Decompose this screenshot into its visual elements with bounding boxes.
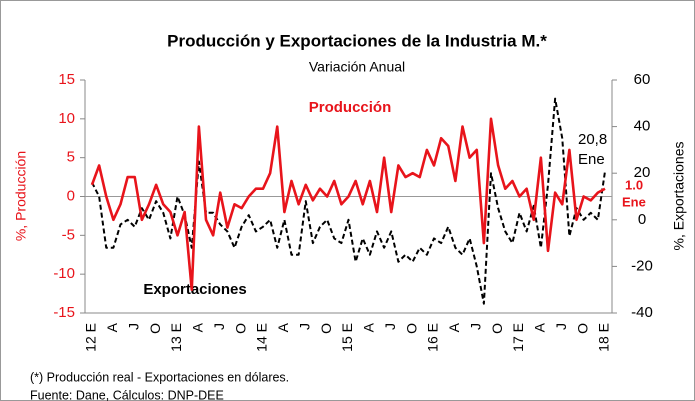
x-tick-label: J <box>553 323 569 330</box>
x-tick-label: A <box>446 322 462 332</box>
series-line <box>90 117 606 291</box>
annotation: 1.0 <box>625 177 643 192</box>
y2-axis-label: %, Exportaciones <box>671 142 687 251</box>
x-tick-label: J <box>467 323 483 330</box>
x-tick-label: 15 E <box>339 323 355 352</box>
y-tick-label: 0 <box>67 187 75 204</box>
x-tick-label: O <box>489 323 505 334</box>
x-tick-label: A <box>532 322 548 332</box>
x-tick-label: J <box>125 323 141 330</box>
x-tick-label: A <box>275 322 291 332</box>
y2-tick-label: 40 <box>634 118 651 135</box>
x-tick-label: 12 E <box>83 323 99 352</box>
chart-title: Producción y Exportaciones de la Industr… <box>167 31 547 50</box>
annotation: 20,8 <box>578 131 607 148</box>
x-tick-label: O <box>147 323 163 334</box>
x-tick-label: O <box>232 323 248 334</box>
x-tick-label: 13 E <box>168 323 184 352</box>
y2-tick-label: 0 <box>638 211 646 228</box>
y-tick-label: 5 <box>67 149 75 166</box>
x-tick-label: 16 E <box>425 323 441 352</box>
x-tick-label: J <box>296 323 312 330</box>
y-tick-label: -5 <box>62 226 75 243</box>
x-tick-label: A <box>104 322 120 332</box>
x-tick-label: O <box>318 323 334 334</box>
y-axis-label: %, Producción <box>13 151 29 241</box>
y2-tick-label: -20 <box>631 257 653 274</box>
y2-tick-label: -40 <box>631 304 653 321</box>
footnote: (*) Producción real - Exportaciones en d… <box>30 370 289 384</box>
y-tick-label: 15 <box>58 71 75 88</box>
x-tick-label: 18 E <box>596 323 612 352</box>
y2-tick-label: 20 <box>634 164 651 181</box>
y-tick-label: 10 <box>58 110 75 127</box>
footnote: Fuente: Dane, Cálculos: DNP-DEE <box>30 388 224 401</box>
y-tick-label: -10 <box>53 265 75 282</box>
x-tick-label: 17 E <box>510 323 526 352</box>
annotation: Ene <box>622 194 646 209</box>
x-tick-label: A <box>190 322 206 332</box>
series-label: Exportaciones <box>143 281 246 298</box>
annotation: Ene <box>578 151 605 168</box>
x-tick-label: A <box>361 322 377 332</box>
series-label: Producción <box>309 99 392 116</box>
x-tick-label: 14 E <box>254 323 270 352</box>
chart-subtitle: Variación Anual <box>309 59 405 75</box>
x-tick-label: J <box>382 323 398 330</box>
y-tick-label: -15 <box>53 304 75 321</box>
y2-tick-label: 60 <box>634 71 651 88</box>
x-tick-label: O <box>403 323 419 334</box>
x-tick-label: O <box>574 323 590 334</box>
series-line <box>91 97 606 305</box>
x-tick-label: J <box>211 323 227 330</box>
